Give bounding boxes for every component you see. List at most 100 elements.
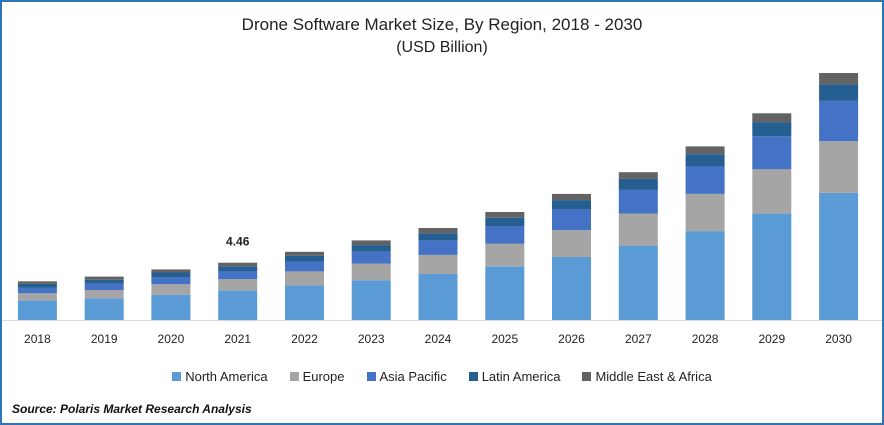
bar-segment-2025-north-america bbox=[485, 266, 525, 320]
x-tick-label: 2018 bbox=[24, 332, 51, 346]
legend-label: Europe bbox=[302, 369, 345, 384]
bar-segment-2020-middle-east-africa bbox=[151, 269, 191, 273]
legend-label: Latin America bbox=[481, 369, 561, 384]
bar-segment-2026-north-america bbox=[552, 257, 591, 320]
bar-segment-2027-asia-pacific bbox=[618, 189, 658, 214]
x-tick-label: 2026 bbox=[558, 332, 585, 346]
bar-segment-2024-asia-pacific bbox=[418, 240, 458, 255]
bar-segment-2028-asia-pacific bbox=[685, 166, 725, 194]
bar-segment-2021-europe bbox=[218, 279, 258, 291]
bar-segment-2019-asia-pacific bbox=[84, 283, 124, 290]
bar-segment-2029-europe bbox=[752, 169, 792, 214]
legend-label: Middle East & Africa bbox=[595, 369, 712, 384]
bar-segment-2023-north-america bbox=[351, 280, 391, 320]
bar-segment-2020-north-america bbox=[151, 294, 191, 320]
x-tick-label: 2020 bbox=[158, 332, 185, 346]
bar-segment-2024-latin-america bbox=[418, 233, 458, 241]
bar-segment-2026-middle-east-africa bbox=[552, 193, 591, 201]
bar-segment-2019-north-america bbox=[84, 298, 124, 320]
bar-segment-2021-asia-pacific bbox=[218, 270, 258, 280]
legend-label: Asia Pacific bbox=[379, 369, 447, 384]
legend-item: Europe bbox=[289, 369, 345, 384]
bar-segment-2020-latin-america bbox=[151, 272, 191, 278]
x-tick-label: 2022 bbox=[291, 332, 318, 346]
x-tick-label: 2029 bbox=[758, 332, 785, 346]
bar-segment-2019-latin-america bbox=[84, 279, 124, 284]
source-note: Source: Polaris Market Research Analysis bbox=[12, 402, 252, 416]
x-tick-label: 2019 bbox=[91, 332, 118, 346]
bar-segment-2023-europe bbox=[351, 263, 391, 281]
x-tick-label: 2021 bbox=[224, 332, 251, 346]
bar-segment-2025-europe bbox=[485, 243, 525, 267]
bar-segment-2025-middle-east-africa bbox=[485, 212, 525, 218]
bar-segment-2025-asia-pacific bbox=[485, 226, 525, 244]
chart-title: Drone Software Market Size, By Region, 2… bbox=[241, 15, 643, 34]
legend-swatch bbox=[172, 372, 182, 381]
legend-label: North America bbox=[185, 369, 268, 384]
bar-segment-2018-europe bbox=[17, 293, 57, 301]
x-tick-label: 2024 bbox=[425, 332, 452, 346]
bar-segment-2022-north-america bbox=[285, 285, 324, 320]
bar-segment-2026-latin-america bbox=[552, 200, 591, 210]
bar-segment-2026-europe bbox=[552, 230, 591, 257]
bar-segment-2024-middle-east-africa bbox=[418, 228, 458, 234]
bar-segment-2027-middle-east-africa bbox=[618, 172, 658, 179]
bar-segment-2028-latin-america bbox=[685, 154, 725, 167]
x-tick-label: 2028 bbox=[692, 332, 719, 346]
legend-item: Asia Pacific bbox=[366, 369, 447, 384]
legend-swatch bbox=[366, 372, 376, 381]
legend-item: North America bbox=[172, 369, 268, 384]
bar-segment-2022-middle-east-africa bbox=[285, 251, 324, 256]
chart-plot-area: 2018 2019 2020 2021 4.46 2022 2023 2024 2025 2026… bbox=[2, 73, 882, 346]
bar-segment-2030-north-america bbox=[819, 192, 859, 320]
bar-segment-2022-asia-pacific bbox=[285, 261, 324, 272]
x-tick-label: 2030 bbox=[825, 332, 852, 346]
bar-segment-2022-latin-america bbox=[285, 255, 324, 262]
bar-segment-2024-north-america bbox=[418, 274, 458, 320]
bar-segment-2023-middle-east-africa bbox=[351, 240, 391, 246]
bar-segment-2027-europe bbox=[618, 213, 658, 246]
legend-item: Latin America bbox=[468, 369, 561, 384]
bar-segment-2028-north-america bbox=[685, 231, 725, 320]
bar-segment-2023-asia-pacific bbox=[351, 251, 391, 264]
x-tick-label: 2025 bbox=[491, 332, 518, 346]
bar-segment-2029-latin-america bbox=[752, 122, 792, 137]
legend-swatch bbox=[468, 372, 478, 381]
bar-segment-2029-middle-east-africa bbox=[752, 113, 792, 123]
bar-segment-2029-asia-pacific bbox=[752, 136, 792, 170]
bar-segment-2030-middle-east-africa bbox=[819, 73, 859, 85]
bar-segment-2020-europe bbox=[151, 284, 191, 295]
bar-segment-2018-north-america bbox=[17, 300, 57, 320]
bar-segment-2027-north-america bbox=[618, 245, 658, 320]
chart-subtitle: (USD Billion) bbox=[396, 39, 488, 56]
bar-segment-2028-middle-east-africa bbox=[685, 146, 725, 155]
bar-segment-2019-europe bbox=[84, 290, 124, 299]
bar-segment-2023-latin-america bbox=[351, 245, 391, 252]
bar-segment-2018-asia-pacific bbox=[17, 288, 57, 294]
bar-segment-2030-asia-pacific bbox=[819, 100, 859, 142]
bar-segment-2028-europe bbox=[685, 193, 725, 232]
bar-segment-2029-north-america bbox=[752, 213, 792, 320]
bar-segment-2027-latin-america bbox=[618, 179, 658, 190]
chart-legend: North America Europe Asia Pacific Latin Ame… bbox=[2, 369, 882, 384]
bar-segment-2030-latin-america bbox=[819, 84, 859, 101]
bar-segment-2021-middle-east-africa bbox=[218, 262, 258, 267]
bar-segment-2025-latin-america bbox=[485, 217, 525, 226]
data-label: 4.46 bbox=[226, 235, 250, 249]
x-tick-label: 2027 bbox=[625, 332, 652, 346]
bar-segment-2021-north-america bbox=[218, 290, 258, 321]
bar-segment-2019-middle-east-africa bbox=[84, 276, 124, 280]
legend-swatch bbox=[289, 372, 299, 381]
bar-segment-2020-asia-pacific bbox=[151, 277, 191, 285]
bar-segment-2024-europe bbox=[418, 254, 458, 274]
bar-segment-2021-latin-america bbox=[218, 266, 258, 271]
bar-segment-2018-latin-america bbox=[17, 283, 57, 288]
bar-segment-2026-asia-pacific bbox=[552, 209, 591, 231]
bar-segment-2022-europe bbox=[285, 271, 324, 286]
legend-swatch bbox=[582, 372, 592, 381]
legend-item: Middle East & Africa bbox=[582, 369, 712, 384]
bar-segment-2030-europe bbox=[819, 141, 859, 193]
x-tick-label: 2023 bbox=[358, 332, 385, 346]
bar-segment-2018-middle-east-africa bbox=[17, 281, 57, 284]
